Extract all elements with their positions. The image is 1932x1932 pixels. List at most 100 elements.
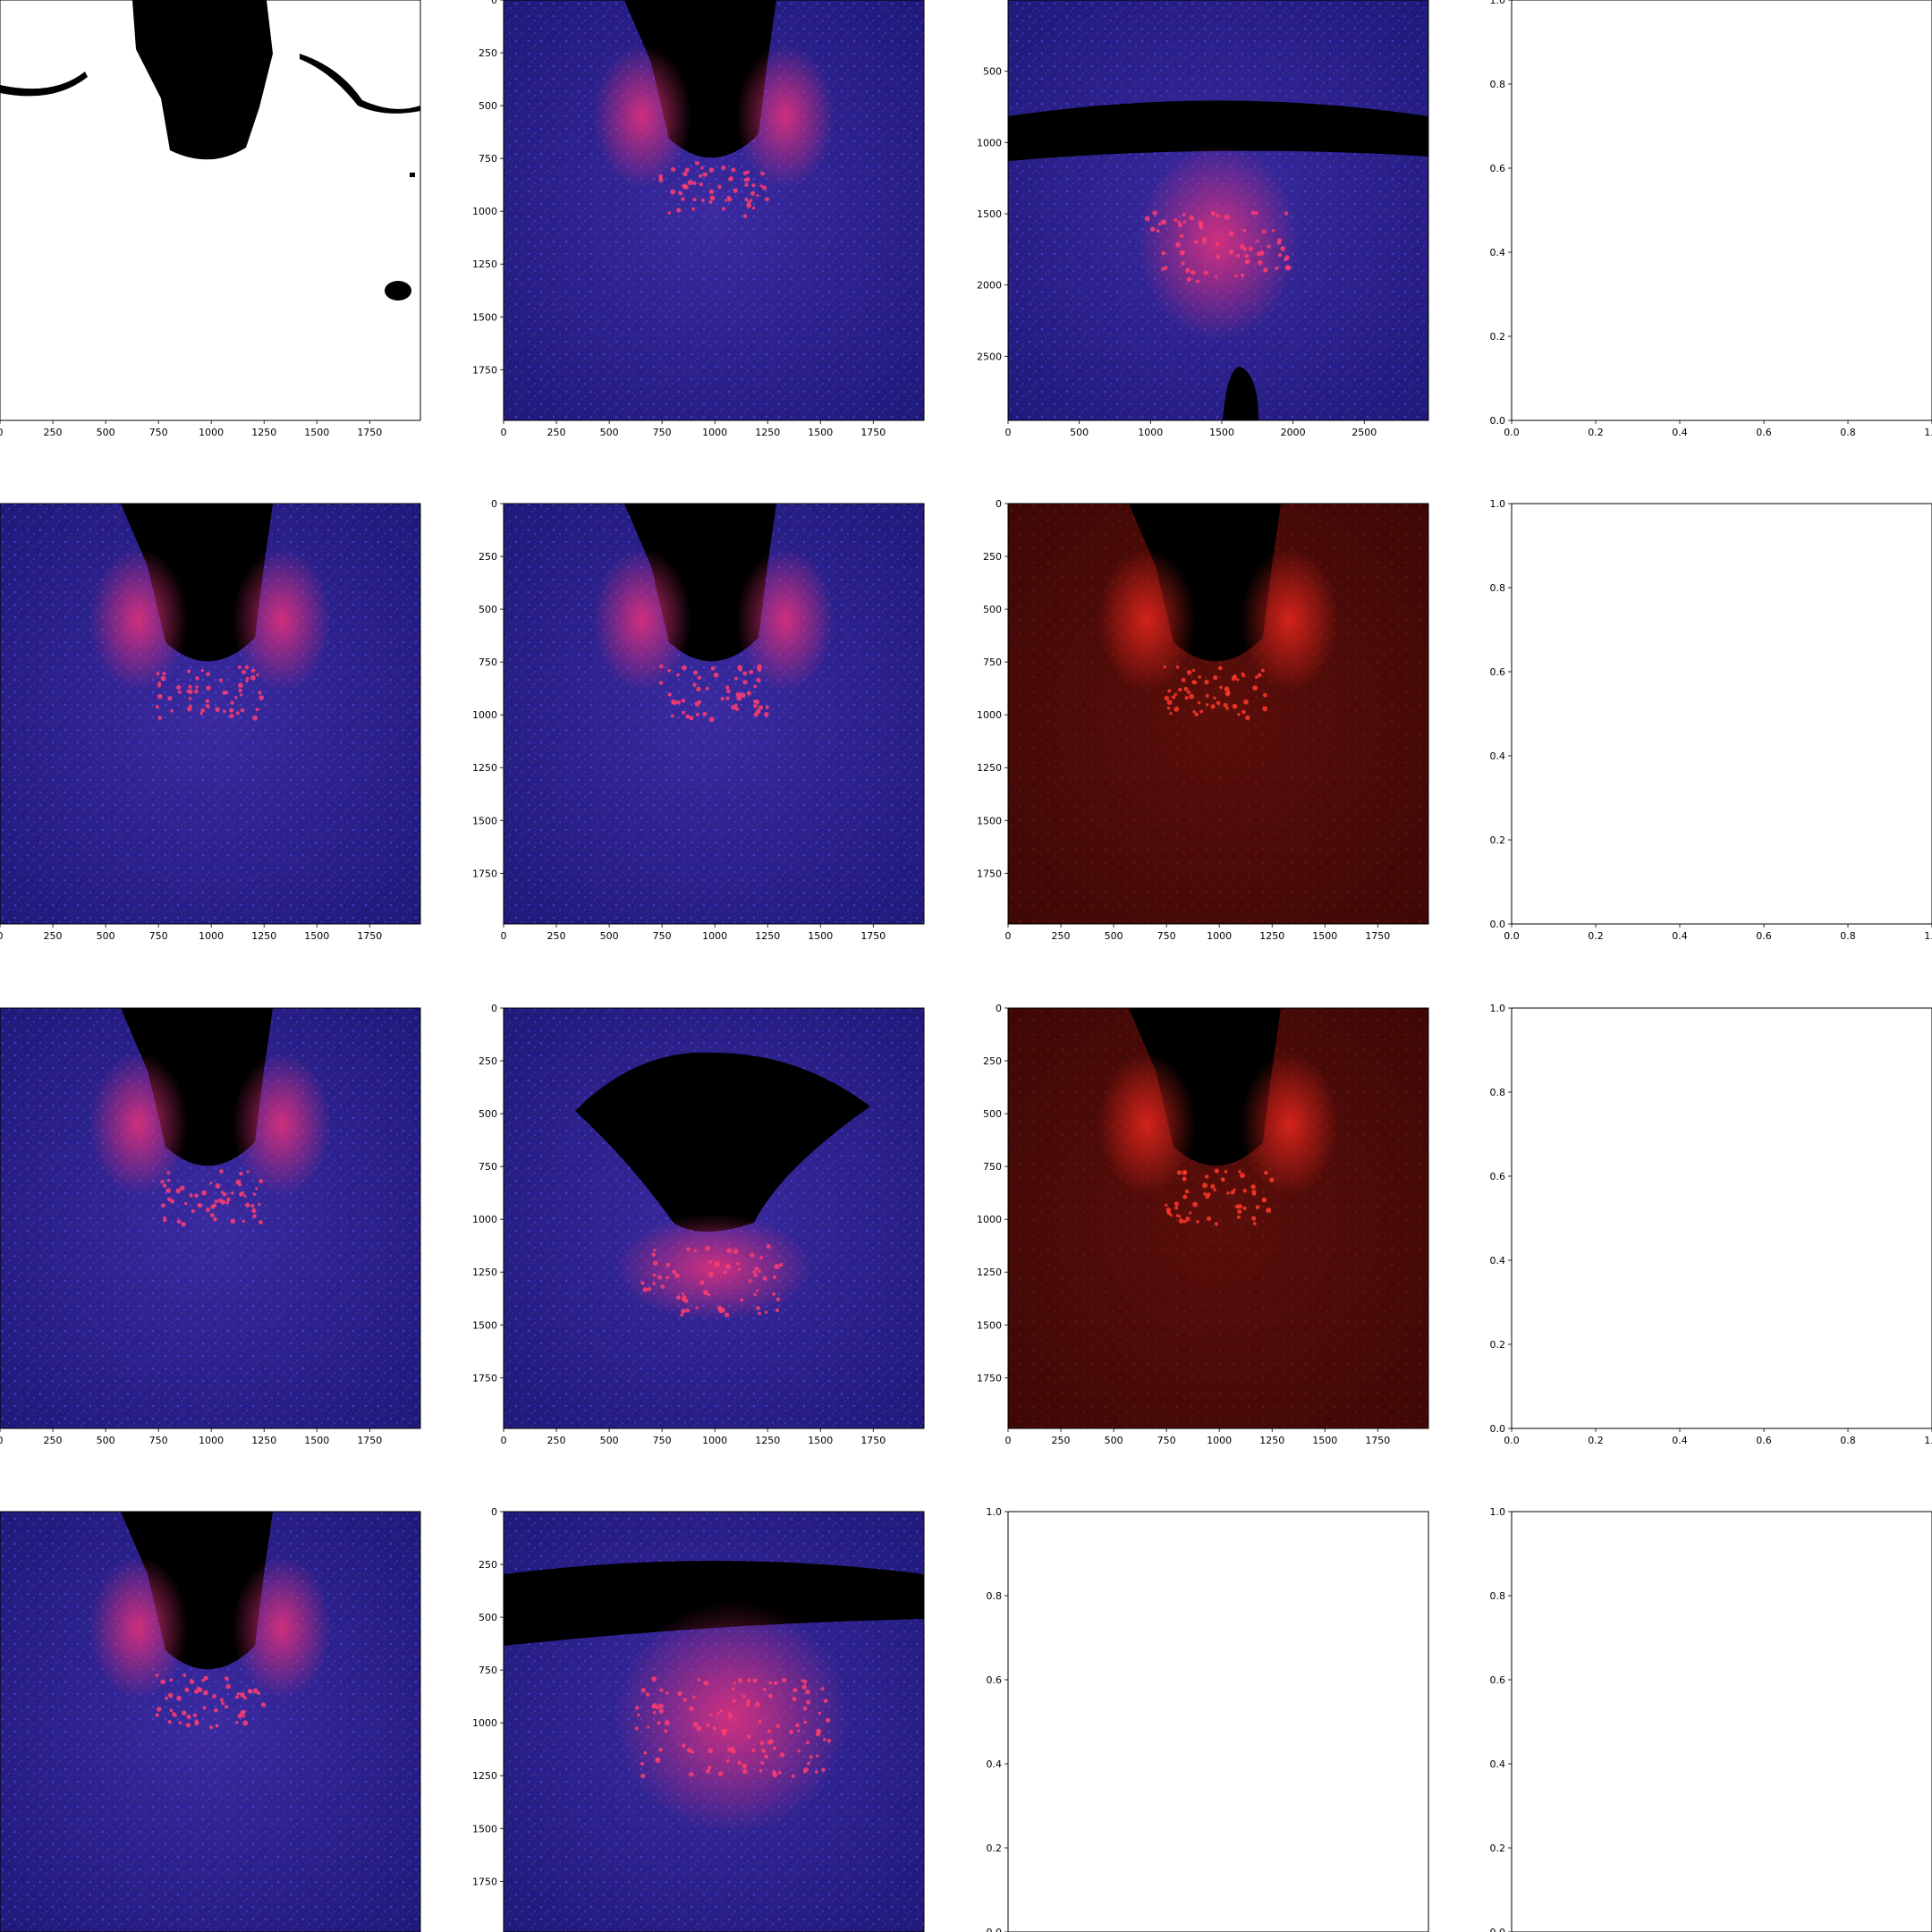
panel-r2c1: 0 250 500 750 1000 1250 1500 1750 (0, 503, 421, 942)
y-tick-label: 1500 (472, 1823, 497, 1835)
x-tick-label: 1000 (1138, 427, 1163, 438)
x-tick-label: 1250 (251, 930, 276, 942)
y-tick-label: 1750 (977, 1372, 1002, 1384)
y-tick-label: 0 (996, 1003, 1002, 1014)
x-tick-label: 0.8 (1840, 930, 1856, 942)
panel-r2c3: 0 250 500 750 1000 1250 1500 1750 0 250 500 750 1000… (977, 498, 1429, 942)
y-tick-label: 500 (479, 604, 497, 615)
y-tick-label: 2000 (977, 280, 1002, 292)
x-tick-label: 0 (0, 427, 4, 438)
x-tick-label: 500 (97, 1435, 115, 1446)
y-tick-label: 1000 (977, 137, 1002, 148)
y-tick-label: 1750 (977, 868, 1002, 879)
panel-r4c2: 0 250 500 750 1000 1250 1500 1750 (472, 1506, 925, 1932)
y-tick-label: 500 (983, 1108, 1002, 1120)
x-tick-label: 250 (547, 930, 566, 942)
x-tick-label: 1500 (1209, 427, 1234, 438)
y-tick-label: 0 (491, 1003, 497, 1014)
panel-r1c3: 0 500 1000 1500 2000 2500 500 1000 1500 2000 2500 (977, 0, 1429, 438)
y-tick-label: 500 (983, 66, 1002, 78)
y-tick-label: 1000 (977, 1214, 1002, 1225)
x-tick-label: 0.8 (1840, 427, 1856, 438)
panel-image (0, 504, 420, 924)
x-tick-label: 1250 (755, 427, 780, 438)
y-tick-label: 0.6 (1490, 1674, 1506, 1686)
y-tick-label: 1250 (977, 762, 1002, 774)
axes-frame (1007, 503, 1429, 925)
x-tick-label: 0.2 (1588, 427, 1604, 438)
x-tick-label: 1250 (755, 1435, 780, 1446)
y-tick-label: 0.0 (1490, 1423, 1506, 1435)
y-tick-label: 500 (479, 100, 497, 112)
x-tick-label: 0.2 (1588, 1435, 1604, 1446)
x-tick-label: 1.0 (1924, 427, 1932, 438)
y-tick-label: 0.4 (1490, 1255, 1506, 1267)
x-tick-label: 750 (149, 1435, 168, 1446)
x-tick-label: 750 (653, 1435, 672, 1446)
x-tick-label: 1750 (1365, 930, 1390, 942)
axes-frame (1511, 503, 1932, 925)
x-tick-label: 1500 (1312, 930, 1337, 942)
axes-frame (503, 0, 925, 421)
panel-r3c3: 0 250 500 750 1000 1250 1500 1750 0 250 500 750 1000… (977, 1003, 1429, 1446)
y-tick-label: 0.8 (1490, 1590, 1506, 1602)
x-tick-label: 500 (1105, 1435, 1123, 1446)
x-tick-label: 1500 (808, 427, 833, 438)
y-tick-label: 500 (479, 1612, 497, 1623)
y-tick-label: 1.0 (1490, 0, 1506, 6)
axes-frame (0, 503, 421, 925)
y-tick-label: 0.6 (1490, 1171, 1506, 1182)
y-tick-label: 0.0 (1490, 1927, 1506, 1932)
x-tick-label: 500 (97, 427, 115, 438)
y-tick-label: 1250 (977, 1267, 1002, 1278)
y-tick-label: 0 (996, 498, 1002, 510)
x-tick-label: 750 (653, 427, 672, 438)
y-tick-label: 1500 (977, 208, 1002, 220)
x-tick-label: 2000 (1281, 427, 1306, 438)
y-tick-label: 1250 (472, 1267, 497, 1278)
x-tick-label: 250 (547, 1435, 566, 1446)
x-tick-label: 0.0 (1504, 1435, 1520, 1446)
x-tick-label: 0 (501, 427, 507, 438)
x-tick-label: 1.0 (1924, 1435, 1932, 1446)
x-tick-label: 1750 (357, 427, 382, 438)
x-tick-label: 750 (653, 930, 672, 942)
x-tick-label: 0.0 (1504, 930, 1520, 942)
x-tick-label: 500 (1070, 427, 1089, 438)
y-tick-label: 750 (983, 1161, 1002, 1173)
x-tick-label: 1500 (304, 427, 329, 438)
axes-frame (1511, 1007, 1932, 1429)
x-tick-label: 1500 (304, 930, 329, 942)
x-tick-label: 0 (1005, 930, 1012, 942)
y-tick-label: 0.6 (1490, 666, 1506, 678)
x-tick-label: 0 (1005, 427, 1012, 438)
x-tick-label: 250 (44, 930, 63, 942)
y-tick-label: 0.0 (1490, 919, 1506, 930)
y-tick-label: 1750 (472, 1876, 497, 1887)
x-tick-label: 1500 (1312, 1435, 1337, 1446)
panel-r4c3: 0.0 0.2 0.4 0.6 0.8 1.0 (987, 1506, 1429, 1932)
x-tick-label: 1000 (702, 427, 727, 438)
x-tick-label: 2500 (1352, 427, 1377, 438)
y-tick-label: 0.6 (987, 1674, 1003, 1686)
panel-r3c1: 0 250 500 750 1000 1250 1500 1750 (0, 1007, 421, 1446)
x-tick-label: 750 (149, 930, 168, 942)
panel-r4c1 (0, 1511, 421, 1932)
panel-r1c2: 0 250 500 750 1000 1250 1500 1750 0 250 500 750 1000… (472, 0, 925, 438)
y-tick-label: 1000 (472, 206, 497, 217)
axes-frame (503, 1007, 925, 1429)
y-tick-label: 1500 (472, 815, 497, 826)
x-tick-label: 0.4 (1672, 930, 1688, 942)
empty-axes-area (1512, 504, 1932, 924)
x-tick-label: 1750 (860, 427, 886, 438)
y-tick-label: 750 (479, 153, 497, 165)
panel-r1c4: 0.0 0.2 0.4 0.6 0.8 1.0 0.0 0.2 0.4 0.6 0.8 1.0 (1490, 0, 1932, 438)
empty-axes-area (1512, 1008, 1932, 1428)
panel-image (0, 1008, 420, 1428)
panel-image (1008, 1008, 1428, 1428)
x-tick-label: 250 (44, 1435, 63, 1446)
panel-image (0, 0, 420, 420)
x-tick-label: 1000 (199, 427, 224, 438)
y-tick-label: 2500 (977, 351, 1002, 362)
